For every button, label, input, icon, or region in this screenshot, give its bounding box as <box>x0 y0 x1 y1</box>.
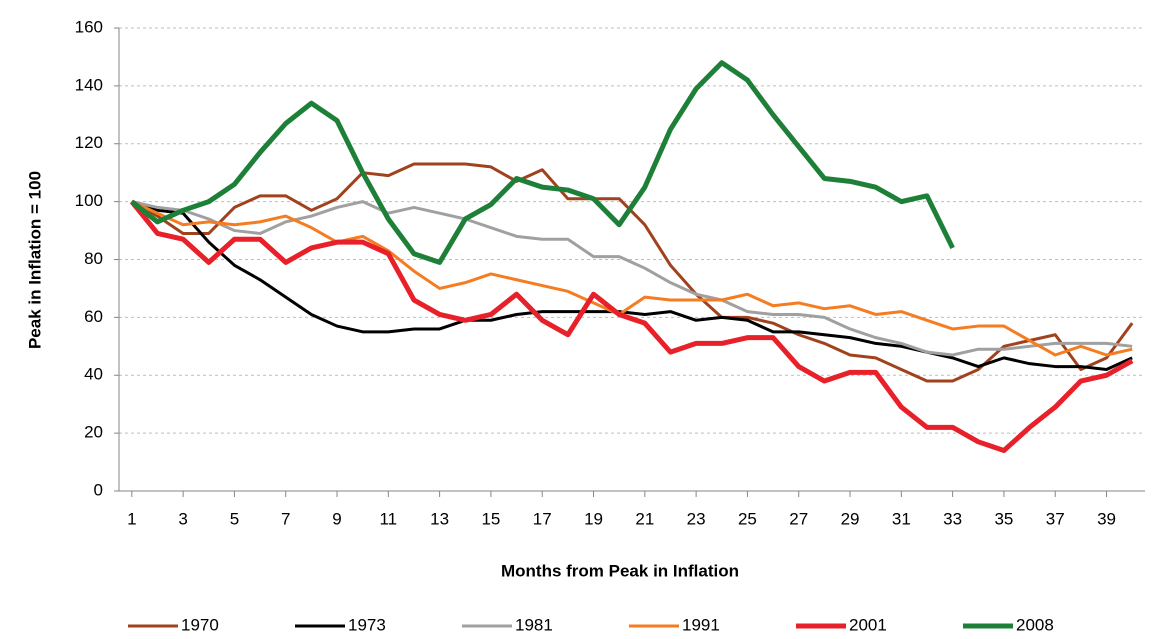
series-line <box>131 200 1133 357</box>
y-tick-label: 0 <box>94 480 103 499</box>
series-line <box>130 60 955 265</box>
y-axis-title: Peak in Inflation = 100 <box>25 171 44 349</box>
y-tick-label: 80 <box>84 249 103 268</box>
y-tick-label: 20 <box>84 423 103 442</box>
x-tick-label: 31 <box>892 509 911 528</box>
x-tick-label: 39 <box>1097 509 1116 528</box>
y-tick-label: 140 <box>75 75 103 94</box>
x-tick-label: 15 <box>481 509 500 528</box>
x-tick-label: 17 <box>533 509 552 528</box>
legend-label: 1973 <box>348 615 386 634</box>
x-tick-label: 25 <box>738 509 757 528</box>
x-tick-label: 11 <box>379 509 397 528</box>
series-line <box>131 162 1134 383</box>
legend-label: 1970 <box>181 615 219 634</box>
y-tick-label: 160 <box>75 17 103 36</box>
x-tick-label: 13 <box>430 509 449 528</box>
legend-label: 2001 <box>849 615 887 634</box>
series-line <box>131 200 1133 357</box>
x-tick-label: 5 <box>230 509 239 528</box>
legend-label: 1991 <box>682 615 720 634</box>
x-tick-label: 9 <box>332 509 341 528</box>
x-axis-title: Months from Peak in Inflation <box>501 561 739 580</box>
x-tick-label: 35 <box>994 509 1013 528</box>
y-tick-label: 40 <box>84 365 103 384</box>
y-tick-label: 120 <box>75 133 103 152</box>
x-tick-label: 19 <box>584 509 603 528</box>
x-tick-label: 3 <box>178 509 187 528</box>
x-tick-label: 23 <box>687 509 706 528</box>
x-tick-label: 1 <box>127 509 136 528</box>
x-tick-label: 29 <box>841 509 860 528</box>
y-tick-label: 100 <box>75 191 103 210</box>
x-tick-label: 33 <box>943 509 962 528</box>
series-line <box>131 200 1133 371</box>
x-tick-label: 7 <box>281 509 290 528</box>
series-line <box>129 200 1134 453</box>
x-tick-label: 21 <box>635 509 654 528</box>
x-tick-label: 37 <box>1046 509 1065 528</box>
x-tick-label: 27 <box>789 509 808 528</box>
y-tick-label: 60 <box>84 307 103 326</box>
legend-label: 2008 <box>1016 615 1054 634</box>
legend-label: 1981 <box>515 615 553 634</box>
